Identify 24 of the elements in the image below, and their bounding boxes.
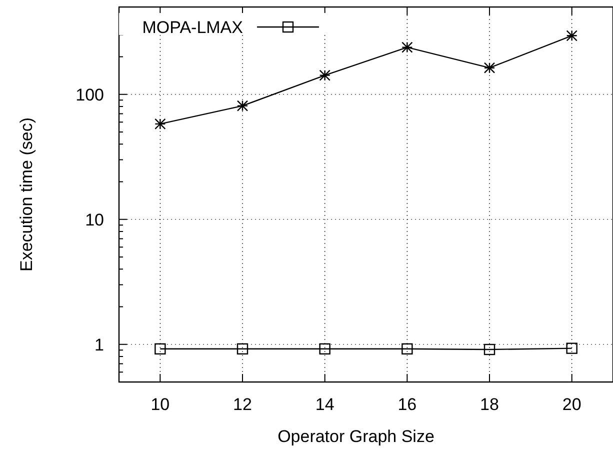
point — [566, 342, 578, 354]
y-axis-title: Execution time (sec) — [17, 118, 36, 272]
x-tick-label: 10 — [150, 395, 170, 414]
point — [236, 343, 248, 354]
x-tick-label: 20 — [562, 395, 582, 414]
y-tick-label: 100 — [76, 85, 104, 104]
x-tick-label: 16 — [398, 395, 417, 414]
point — [484, 344, 496, 356]
y-tick-label: 10 — [85, 210, 104, 230]
x-tick-label: 14 — [315, 395, 334, 414]
point — [319, 70, 330, 81]
point — [484, 62, 496, 74]
point — [236, 100, 248, 112]
legend-label: MOPA-LMAX — [142, 18, 243, 37]
x-tick-label: 12 — [233, 395, 252, 414]
point — [154, 343, 166, 354]
x-axis-title: Operator Graph Size — [278, 427, 434, 446]
point — [319, 343, 330, 354]
point — [566, 30, 578, 42]
x-tick-label: 18 — [480, 395, 499, 414]
point — [402, 343, 413, 354]
point — [402, 42, 413, 53]
y-tick-label: 1 — [94, 335, 104, 354]
point — [154, 118, 166, 130]
